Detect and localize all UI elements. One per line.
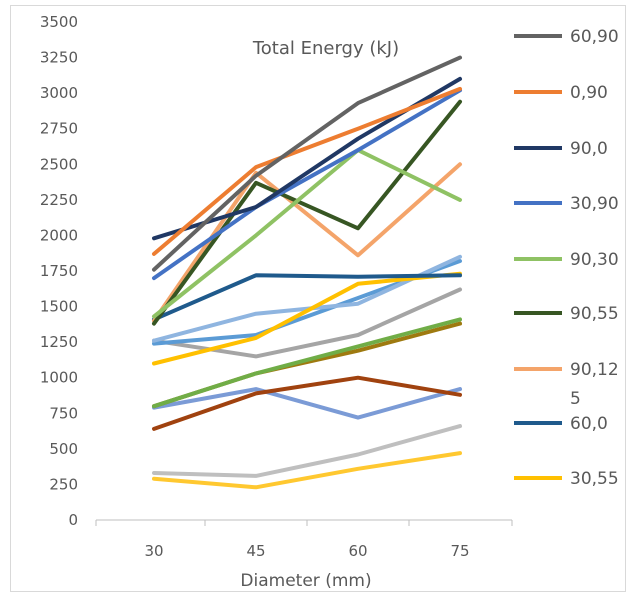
y-tick-label: 2750 [40, 120, 78, 138]
series-line-unlabeled-11 [152, 287, 462, 359]
y-tick-label: 250 [49, 475, 78, 493]
y-tick-label: 1250 [40, 333, 78, 351]
legend-label-60-0: 60,0 [570, 414, 608, 434]
series-line-90-55 [152, 99, 462, 326]
legend-label-90-30: 90,30 [570, 250, 619, 270]
series-line-60-0 [152, 273, 462, 322]
legend-label-90-55: 90,55 [570, 304, 619, 324]
chart-border [10, 5, 626, 592]
series-line-unlabeled-15 [152, 387, 462, 420]
series-line-90-125 [152, 162, 462, 323]
series-line-60-90 [152, 55, 462, 272]
series-line-30-55 [152, 271, 462, 366]
y-tick-label: 1500 [40, 298, 78, 316]
legend-label-30-55: 30,55 [570, 469, 619, 489]
legend: 60,90 0,90 90,0 30,90 90,30 90,55 90,12 5 60,0 30… [514, 27, 619, 489]
y-tick-label: 3500 [40, 13, 78, 31]
legend-label-60-90: 60,90 [570, 27, 619, 47]
series-line-90-30 [152, 148, 462, 319]
y-tick-label: 1750 [40, 262, 78, 280]
series-line-unlabeled-12 [152, 317, 462, 409]
x-tick-label: 45 [246, 542, 265, 560]
y-tick-label: 2250 [40, 191, 78, 209]
x-tick-label: 75 [450, 542, 469, 560]
series-line-unlabeled-16 [152, 424, 462, 478]
y-tick-label: 3000 [40, 84, 78, 102]
y-tick-label: 2500 [40, 155, 78, 173]
series-line-0-90 [152, 86, 462, 256]
legend-label-90-0: 90,0 [570, 139, 608, 159]
y-tick-label: 750 [49, 404, 78, 422]
y-tick-label: 0 [68, 511, 78, 529]
y-tick-label: 1000 [40, 369, 78, 387]
axes: 0 250 500 750 1000 1250 1500 1750 2000 2250 2500 27… [40, 13, 513, 560]
series-line-unlabeled-17 [152, 451, 462, 490]
y-tick-label: 2000 [40, 226, 78, 244]
x-tick-label: 30 [144, 542, 163, 560]
legend-label-90-125: 90,12 [570, 360, 619, 380]
y-tick-label: 3250 [40, 49, 78, 67]
legend-label-0-90: 0,90 [570, 83, 608, 103]
series-line-unlabeled-14 [152, 375, 462, 431]
series-lines [152, 55, 462, 490]
legend-label-90-125: 5 [570, 389, 581, 409]
legend-label-30-90: 30,90 [570, 194, 619, 214]
x-axis-title: Diameter (mm) [240, 571, 371, 591]
y-tick-label: 500 [49, 440, 78, 458]
x-tick-label: 60 [348, 542, 367, 560]
series-line-30-90 [152, 88, 462, 281]
chart-title: Total Energy (kJ) [252, 38, 399, 59]
